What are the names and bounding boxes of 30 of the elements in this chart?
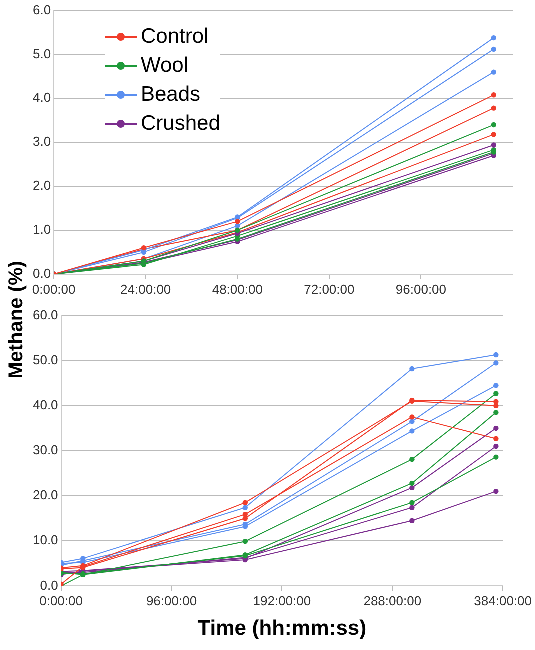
legend-label: Control (141, 24, 209, 50)
x-tick-label: 96:00:00 (396, 282, 447, 297)
y-tick-label: 0.0 (40, 578, 58, 593)
x-tick-label: 384:00:00 (474, 594, 532, 609)
y-tick-label: 60.0 (32, 307, 58, 322)
y-tick-label: 10.0 (32, 532, 58, 548)
y-tick-label: 1.0 (32, 222, 52, 238)
x-tick-label: 24:00:00 (120, 282, 172, 297)
x-tick-label: 96:00:00 (146, 594, 198, 609)
legend-label: Beads (141, 82, 201, 108)
x-tick-label: 192:00:00 (253, 594, 312, 609)
legend-label: Wool (141, 53, 188, 79)
y-tick-label: 30.0 (32, 442, 58, 458)
x-tick-label: 72:00:00 (304, 282, 355, 297)
x-axis-title: Time (hh:mm:ss) (198, 617, 367, 640)
y-tick-label: 5.0 (32, 46, 52, 62)
x-tick-label: 48:00:00 (212, 282, 263, 297)
x-tick-label: 288:00:00 (364, 594, 422, 609)
y-tick-label: 3.0 (32, 134, 52, 150)
y-axis-title: Methane (%) (6, 261, 28, 379)
x-tick-label: 0:00:00 (40, 594, 83, 609)
y-tick-label: 0.0 (32, 266, 52, 281)
x-tick-label: 0:00:00 (32, 282, 76, 297)
y-tick-label: 4.0 (32, 90, 52, 106)
y-tick-label: 50.0 (32, 352, 58, 368)
legend-label: Crushed (141, 111, 220, 137)
y-tick-label: 6.0 (32, 2, 52, 18)
y-tick-label: 40.0 (32, 398, 58, 413)
y-tick-label: 2.0 (32, 178, 52, 194)
y-tick-label: 20.0 (32, 488, 58, 503)
